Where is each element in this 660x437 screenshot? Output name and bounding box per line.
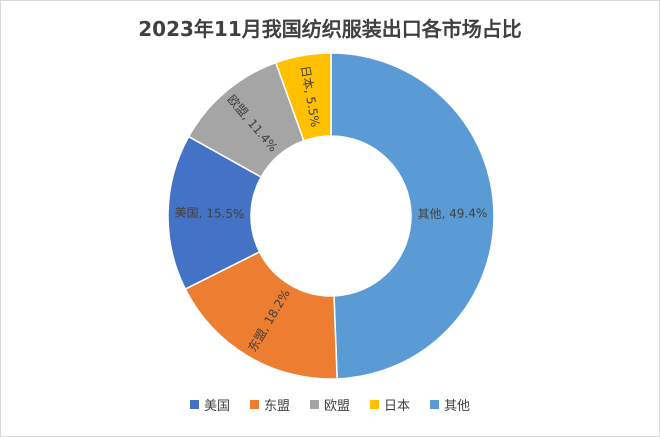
legend-label: 美国 (203, 399, 230, 414)
legend-item-5: 其他 (430, 395, 470, 414)
legend-swatch (370, 400, 379, 409)
legend-swatch (249, 400, 259, 409)
data-label-3: 美国, 15.5% (175, 206, 245, 222)
legend-label: 日本 (384, 399, 411, 414)
legend-item-1: 美国 (189, 395, 230, 414)
legend: 美国 东盟 欧盟 日本 其他 (1, 395, 659, 414)
legend-label: 东盟 (263, 399, 290, 414)
slice-1 (330, 52, 495, 380)
legend-label: 其他 (444, 399, 471, 414)
legend-item-3: 欧盟 (309, 395, 350, 414)
legend-swatch (430, 400, 440, 409)
legend-swatch (309, 400, 319, 409)
slice-2 (184, 250, 338, 380)
legend-swatch (189, 400, 199, 409)
legend-item-4: 日本 (370, 395, 410, 414)
chart-title: 2023年11月我国纺织服装出口各市场占比 (138, 17, 522, 41)
slice-5 (274, 52, 332, 142)
legend-item-2: 东盟 (249, 395, 290, 414)
legend-label: 欧盟 (323, 399, 350, 414)
data-label-1: 其他, 49.4% (417, 206, 487, 221)
